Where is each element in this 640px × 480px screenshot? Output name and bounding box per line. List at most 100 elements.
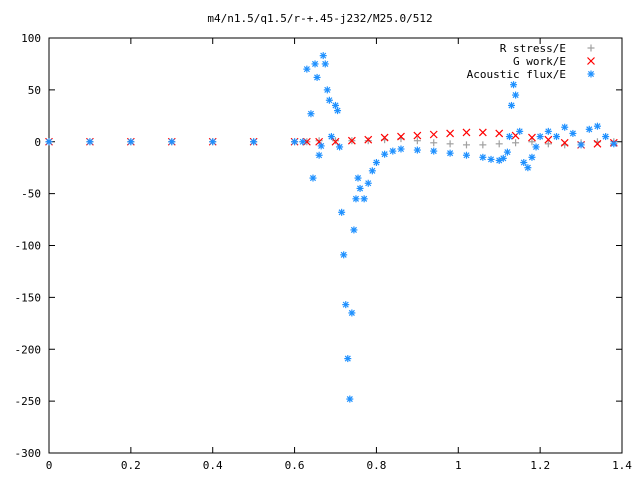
data-point — [507, 101, 515, 109]
data-point — [323, 86, 331, 94]
data-point — [561, 123, 569, 131]
x-tick-label: 1.4 — [612, 459, 632, 472]
data-point — [429, 130, 438, 139]
data-point — [577, 141, 585, 149]
data-point — [45, 138, 53, 146]
x-tick-label: 1.2 — [530, 459, 550, 472]
data-point — [334, 107, 342, 115]
legend-label: Acoustic flux/E — [467, 68, 566, 81]
data-point — [372, 159, 380, 166]
legend-marker — [587, 70, 595, 78]
data-point — [346, 395, 354, 403]
data-point — [610, 140, 618, 148]
data-point — [593, 139, 602, 148]
x-tick-label: 1 — [455, 459, 462, 472]
data-point — [569, 129, 577, 137]
chart-title: m4/n1.5/q1.5/r-+.45-j232/M25.0/512 — [207, 12, 432, 25]
data-point — [299, 138, 307, 146]
data-point — [532, 143, 540, 151]
y-tick-label: 0 — [34, 136, 41, 149]
plot-border — [48, 37, 623, 454]
data-point — [512, 139, 520, 147]
data-point — [430, 139, 438, 147]
data-point — [503, 148, 511, 156]
y-tick-label: -50 — [21, 188, 41, 201]
data-point — [364, 135, 373, 144]
series-2 — [45, 52, 618, 403]
data-point — [317, 142, 325, 150]
y-tick-label: -300 — [15, 447, 42, 460]
data-point — [315, 151, 323, 159]
data-point — [520, 159, 528, 166]
data-point — [340, 251, 348, 259]
data-point — [319, 52, 327, 60]
legend-label: R stress/E — [500, 42, 566, 55]
data-point — [364, 179, 372, 187]
x-tick-label: 0.2 — [121, 459, 141, 472]
data-point — [313, 73, 321, 81]
data-point — [524, 164, 532, 172]
data-point — [309, 174, 317, 182]
data-point — [325, 96, 333, 104]
x-axis: 0 0.2 0.4 0.6 0.8 1 1.2 1.4 — [46, 38, 632, 472]
y-tick-label: 50 — [28, 84, 41, 97]
data-point — [479, 141, 487, 149]
data-point — [354, 174, 362, 182]
y-tick-label: 100 — [21, 32, 41, 45]
data-point — [446, 140, 454, 148]
data-point — [364, 137, 372, 145]
data-point — [499, 154, 507, 162]
data-point — [291, 138, 299, 146]
data-point — [462, 151, 470, 159]
data-point — [327, 133, 335, 141]
data-point — [512, 91, 520, 99]
y-tick-label: -100 — [15, 240, 42, 253]
y-tick-label: -150 — [15, 291, 42, 304]
data-point — [397, 145, 405, 153]
data-point — [505, 133, 513, 141]
data-point — [303, 65, 311, 73]
data-point — [446, 129, 455, 138]
y-tick-label: -200 — [15, 343, 42, 356]
data-point — [495, 140, 503, 148]
data-point — [311, 60, 319, 68]
data-point — [127, 138, 135, 146]
legend-marker — [587, 44, 595, 52]
data-point — [168, 138, 176, 146]
x-tick-label: 0.6 — [285, 459, 305, 472]
data-point — [413, 137, 421, 145]
data-point — [321, 60, 329, 68]
data-point — [560, 138, 569, 147]
data-point — [536, 133, 544, 141]
data-point — [478, 128, 487, 137]
x-tick-label: 0.4 — [203, 459, 223, 472]
data-point — [86, 138, 94, 146]
data-point — [389, 147, 397, 155]
y-axis: 100 50 0 -50 -100 -150 -200 -250 -300 — [15, 32, 622, 460]
data-point — [250, 138, 258, 146]
data-point — [462, 141, 470, 149]
legend-label: G work/E — [513, 55, 566, 68]
data-point — [544, 135, 553, 144]
data-point — [347, 136, 356, 145]
legend-marker — [587, 57, 595, 65]
data-point — [430, 147, 438, 155]
x-tick-label: 0.8 — [366, 459, 386, 472]
data-point — [352, 195, 360, 203]
data-point — [487, 155, 495, 163]
data-point — [462, 128, 471, 137]
data-point — [381, 150, 389, 158]
data-point — [413, 146, 421, 154]
data-point — [593, 122, 601, 130]
data-point — [495, 129, 504, 138]
data-point — [544, 127, 552, 135]
data-point — [342, 301, 350, 309]
data-point — [510, 81, 518, 89]
data-point — [331, 137, 340, 146]
data-point — [356, 184, 364, 192]
data-point — [413, 131, 422, 140]
data-point — [516, 127, 524, 135]
data-point — [397, 132, 405, 141]
